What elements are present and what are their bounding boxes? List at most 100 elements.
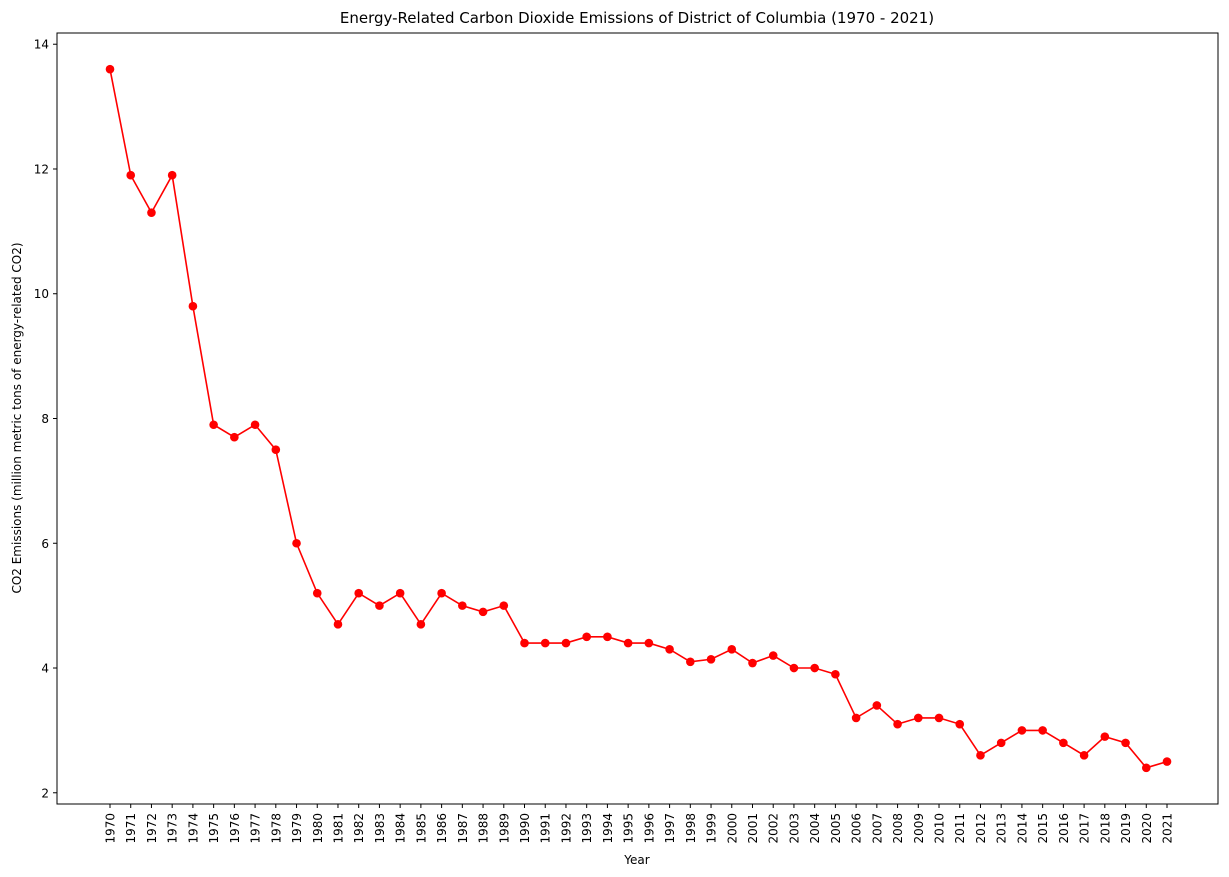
data-point: [789, 663, 799, 673]
x-tick-label: 1993: [580, 813, 594, 844]
data-point: [686, 657, 695, 667]
y-tick-label: 14: [34, 38, 49, 52]
x-tick-label: 2012: [974, 813, 988, 844]
data-point: [996, 738, 1006, 748]
x-tick-label: 2013: [995, 813, 1009, 844]
x-tick-label: 2018: [1098, 813, 1112, 844]
x-tick-label: 1970: [104, 813, 118, 844]
x-tick-label: 2021: [1161, 813, 1175, 844]
data-point: [1038, 726, 1047, 735]
x-tick-label: 1996: [642, 813, 656, 844]
data-point: [147, 208, 156, 217]
x-tick-label: 1989: [497, 813, 511, 844]
data-point: [167, 170, 177, 180]
data-point: [561, 638, 571, 648]
data-point: [395, 588, 405, 598]
data-point: [872, 701, 882, 710]
data-point: [1017, 726, 1027, 735]
y-tick-label: 12: [34, 162, 49, 176]
data-point: [934, 713, 944, 723]
series-line: [109, 69, 1168, 769]
data-point: [105, 64, 115, 74]
series-layer: [105, 64, 1172, 773]
x-tick-label: 1992: [559, 813, 573, 844]
data-point: [748, 658, 757, 668]
data-point: [520, 638, 529, 648]
y-axis-label: CO2 Emissions (million metric tons of en…: [10, 242, 24, 593]
data-point: [955, 719, 965, 729]
x-tick-label: 1998: [684, 813, 698, 844]
data-point: [893, 719, 902, 729]
data-point: [810, 663, 819, 673]
data-point: [1162, 757, 1172, 766]
x-axis: 1970 1971 1972 1973 1974 1975 1976 1977 1978 1979…: [104, 804, 1175, 844]
data-point: [354, 588, 364, 598]
data-point: [188, 301, 198, 311]
data-point: [312, 588, 322, 598]
data-point: [478, 607, 488, 617]
data-point: [230, 432, 239, 442]
x-tick-label: 2010: [933, 813, 947, 844]
data-point: [375, 601, 384, 610]
data-point: [209, 420, 218, 430]
data-point: [582, 632, 591, 642]
data-point: [644, 638, 654, 648]
data-point: [333, 620, 343, 629]
x-tick-label: 1991: [539, 813, 553, 844]
x-tick-label: 1979: [290, 813, 304, 844]
plot-frame: [56, 32, 1219, 805]
x-tick-label: 2011: [953, 813, 967, 844]
data-point: [727, 645, 737, 654]
data-point: [665, 645, 674, 654]
x-tick-label: 1994: [601, 813, 615, 844]
x-tick-label: 2003: [787, 813, 801, 844]
x-tick-label: 1974: [186, 813, 200, 844]
data-point: [437, 588, 446, 598]
x-tick-label: 1986: [435, 813, 449, 844]
x-tick-label: 1997: [663, 813, 677, 844]
x-tick-label: 1972: [145, 813, 159, 844]
x-tick-label: 1995: [622, 813, 636, 844]
data-point: [540, 638, 550, 648]
x-tick-label: 1988: [477, 813, 491, 844]
x-axis-label: Year: [623, 853, 649, 867]
x-tick-label: 1981: [331, 813, 345, 844]
x-tick-label: 1985: [414, 813, 428, 844]
data-point: [1059, 738, 1068, 748]
x-tick-label: 1999: [705, 813, 719, 844]
x-tick-label: 2006: [850, 813, 864, 844]
y-tick-label: 4: [41, 662, 49, 676]
data-point: [458, 601, 467, 610]
x-tick-label: 1980: [311, 813, 325, 844]
y-tick-label: 2: [41, 786, 49, 800]
data-point: [1100, 732, 1110, 741]
x-tick-label: 1973: [166, 813, 180, 844]
x-tick-label: 1987: [456, 813, 470, 844]
data-point: [831, 669, 840, 679]
y-axis: 2 4 6 8 10 12 14: [34, 38, 57, 800]
x-tick-label: 1983: [373, 813, 387, 844]
x-tick-label: 2009: [912, 813, 926, 844]
x-tick-label: 1990: [518, 813, 532, 844]
data-point: [1141, 763, 1151, 773]
y-tick-label: 10: [34, 287, 49, 301]
x-tick-label: 1984: [394, 813, 408, 844]
x-tick-label: 1975: [207, 813, 221, 844]
x-tick-label: 2014: [1015, 813, 1029, 844]
data-point: [603, 632, 612, 642]
data-point: [913, 713, 923, 723]
data-point: [271, 445, 281, 454]
data-point: [706, 654, 716, 664]
data-point: [851, 713, 861, 723]
x-tick-label: 2020: [1140, 813, 1154, 844]
data-point: [416, 620, 426, 629]
x-tick-label: 1976: [228, 813, 242, 844]
x-tick-label: 1977: [249, 813, 263, 844]
y-tick-label: 8: [41, 412, 49, 426]
data-point: [499, 601, 509, 610]
data-point: [623, 638, 633, 648]
data-point: [976, 751, 985, 760]
x-tick-label: 2008: [891, 813, 905, 844]
x-tick-label: 2001: [746, 813, 760, 844]
